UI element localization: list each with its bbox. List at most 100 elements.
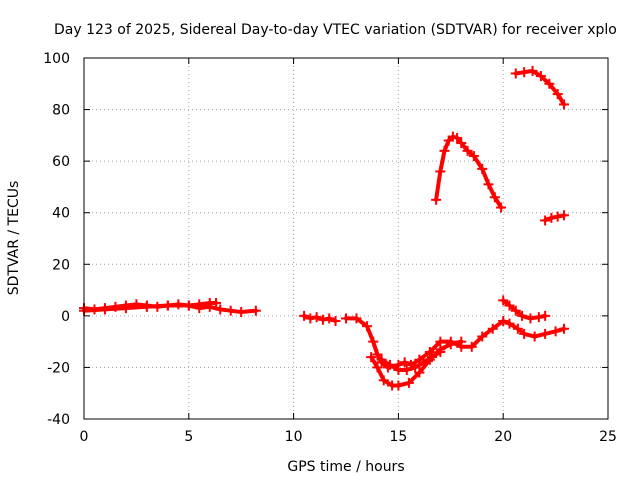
data-point (399, 357, 410, 368)
data-point (401, 365, 412, 376)
data-point (504, 300, 515, 311)
data-point (540, 310, 551, 321)
data-point (558, 99, 569, 110)
data-point (546, 212, 557, 223)
data-point (431, 194, 442, 205)
data-point (368, 336, 379, 347)
data-point (489, 192, 500, 203)
series-arc-4 (341, 313, 569, 373)
data-point (305, 313, 316, 324)
x-tick-label: 5 (184, 429, 193, 445)
data-point (376, 354, 387, 365)
data-point (120, 303, 131, 314)
y-tick-label: 100 (43, 51, 70, 67)
x-axis-label: GPS time / hours (287, 459, 404, 475)
data-point (466, 341, 477, 352)
data-point (558, 323, 569, 334)
data-point (439, 145, 450, 156)
data-point (452, 132, 463, 143)
data-point (366, 352, 377, 363)
y-tick-label: -40 (47, 412, 70, 428)
data-point (426, 352, 437, 363)
data-point (211, 297, 222, 308)
data-point (324, 313, 335, 324)
data-point (496, 202, 507, 213)
data-point (361, 321, 372, 332)
x-tick-label: 20 (494, 429, 512, 445)
data-point (468, 150, 479, 161)
data-point (194, 299, 205, 310)
data-point (372, 349, 383, 360)
data-point (99, 304, 110, 315)
y-tick-label: 80 (52, 103, 70, 119)
data-point (498, 316, 509, 327)
data-point (456, 336, 467, 347)
data-point (393, 365, 404, 376)
data-point (477, 163, 488, 174)
data-point (540, 328, 551, 339)
x-tick-label: 15 (389, 429, 407, 445)
data-point (527, 65, 538, 76)
data-point (535, 71, 546, 82)
data-point (341, 313, 351, 324)
data-point (510, 68, 521, 79)
data-point (544, 78, 555, 89)
data-series (79, 65, 569, 391)
data-point (141, 301, 152, 312)
data-point (477, 331, 488, 342)
data-point (445, 339, 456, 350)
data-point (435, 346, 446, 357)
data-point (385, 359, 396, 370)
y-tick-label: 40 (52, 206, 70, 222)
data-point (512, 323, 523, 334)
data-point (435, 166, 446, 177)
series-arc-10 (540, 210, 569, 226)
data-point (403, 377, 414, 388)
tick-labels: 0 5 10 15 20 25 -40 -20 0 20 40 60 80 100 (43, 51, 617, 445)
data-point (311, 312, 322, 323)
series-arc-8 (498, 295, 551, 324)
data-point (487, 323, 498, 334)
data-point (215, 304, 226, 315)
data-point (483, 179, 494, 190)
y-tick-label: 20 (52, 257, 70, 273)
data-point (558, 210, 569, 221)
data-point (378, 375, 389, 386)
data-point (550, 326, 561, 337)
data-point (552, 211, 563, 222)
data-point (540, 215, 551, 226)
data-point (525, 313, 536, 324)
series-arc-6 (376, 346, 446, 376)
data-point (504, 318, 515, 329)
data-point (552, 89, 563, 100)
grid (84, 58, 608, 419)
data-point (393, 380, 404, 391)
axis-ticks (83, 57, 609, 420)
data-point (529, 331, 540, 342)
data-point (519, 328, 530, 339)
data-point (351, 313, 362, 324)
series-arc-3 (299, 310, 341, 327)
data-point (519, 67, 530, 78)
data-point (418, 357, 429, 368)
data-point (372, 362, 383, 373)
data-point (533, 312, 544, 323)
y-tick-label: 60 (52, 154, 70, 170)
data-point (330, 316, 341, 327)
y-tick-label: -20 (47, 360, 70, 376)
data-point (183, 300, 194, 311)
data-point (414, 367, 425, 378)
data-point (236, 306, 247, 317)
y-tick-label: 0 (61, 309, 70, 325)
data-point (317, 314, 328, 325)
data-point (250, 305, 261, 316)
data-point (299, 310, 310, 321)
data-point (225, 305, 236, 316)
series-arc-2 (79, 297, 222, 316)
chart-title: Day 123 of 2025, Sidereal Day-to-day VTE… (54, 22, 617, 38)
y-axis-label: SDTVAR / TECUs (6, 181, 22, 296)
data-point (462, 145, 473, 156)
series-arc-9 (510, 65, 569, 110)
data-point (510, 305, 521, 316)
